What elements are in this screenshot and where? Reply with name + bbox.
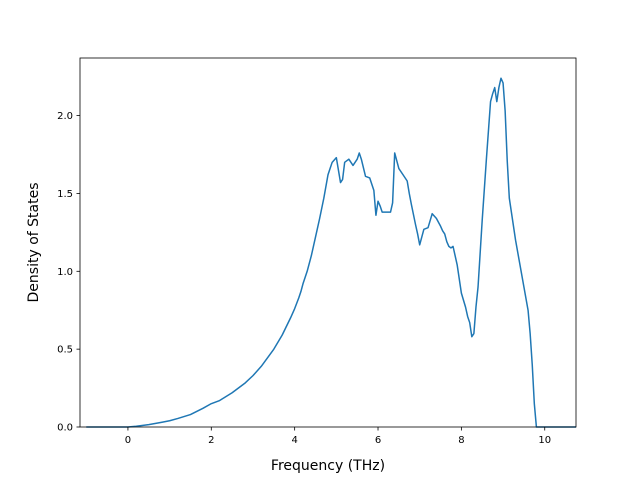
- y-axis-ticks: 0.0 0.5 1.0 1.5 2.0: [57, 111, 80, 434]
- x-tick-label: 0: [125, 435, 131, 446]
- x-tick-label: 6: [375, 435, 381, 446]
- y-axis-label: Density of States: [26, 183, 42, 303]
- data-layer: [86, 77, 576, 428]
- x-tick-label: 8: [458, 435, 464, 446]
- y-tick-label: 1.5: [57, 189, 73, 200]
- x-axis-ticks: 0 2 4 6 8 10: [125, 427, 551, 446]
- y-tick-label: 0.0: [57, 423, 73, 434]
- dos-series-line: [86, 77, 576, 428]
- y-tick-label: 1.0: [57, 267, 73, 278]
- x-tick-label: 10: [538, 435, 551, 446]
- y-tick-label: 0.5: [57, 345, 73, 356]
- x-tick-label: 4: [291, 435, 297, 446]
- axes-frame: [79, 57, 577, 428]
- y-tick-label: 2.0: [57, 111, 73, 122]
- x-axis-label: Frequency (THz): [271, 458, 385, 474]
- plot-area: [80, 58, 576, 427]
- x-tick-label: 2: [208, 435, 214, 446]
